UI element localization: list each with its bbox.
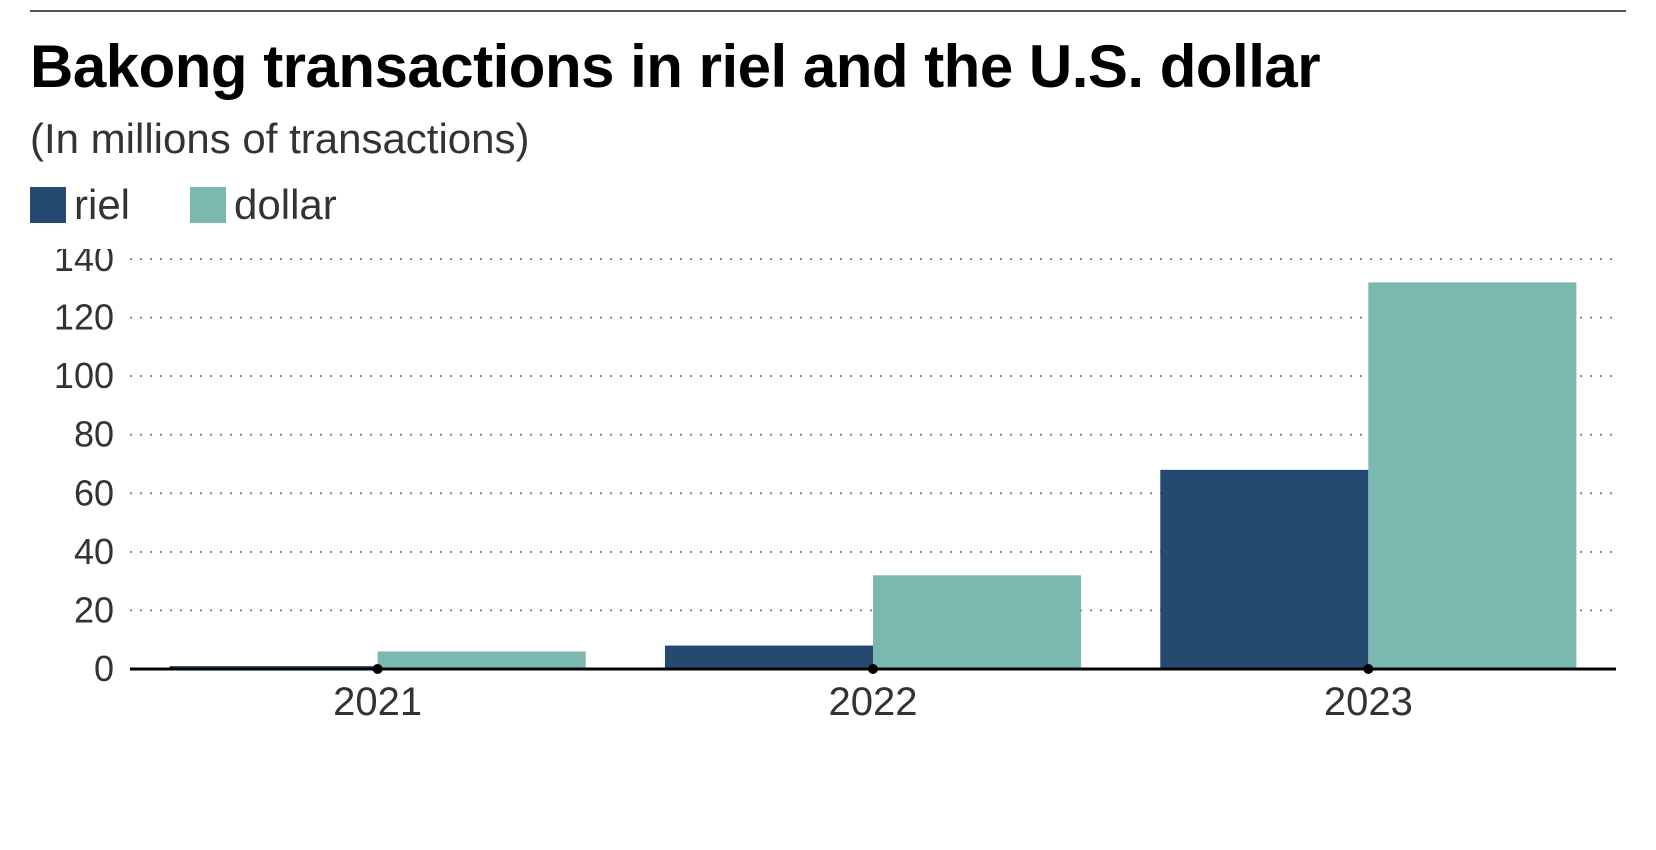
y-tick-label: 40	[74, 531, 114, 572]
y-tick-label: 120	[54, 297, 114, 338]
bar-riel-2022	[665, 646, 873, 669]
bar-dollar-2022	[873, 575, 1081, 669]
y-tick-label: 100	[54, 355, 114, 396]
bar-chart: 0 20 40 60 80 100 120 140 2021 2022 2023	[30, 249, 1626, 729]
top-rule	[30, 10, 1626, 12]
legend: riel dollar	[30, 181, 1626, 229]
legend-swatch-riel	[30, 187, 66, 223]
y-tick-label: 0	[94, 648, 114, 689]
x-tick-label: 2021	[333, 680, 422, 724]
x-tick-label: 2022	[829, 680, 918, 724]
chart-area: 0 20 40 60 80 100 120 140 2021 2022 2023	[30, 249, 1626, 729]
y-tick-label: 60	[74, 472, 114, 513]
x-tick-label: 2023	[1324, 680, 1413, 724]
y-tick-label: 140	[54, 249, 114, 279]
chart-container: Bakong transactions in riel and the U.S.…	[0, 10, 1656, 850]
bar-riel-2023	[1160, 470, 1368, 669]
chart-title: Bakong transactions in riel and the U.S.…	[30, 32, 1626, 101]
legend-label-dollar: dollar	[234, 181, 337, 229]
legend-item-riel: riel	[30, 181, 130, 229]
legend-item-dollar: dollar	[190, 181, 337, 229]
bar-dollar-2021	[378, 651, 586, 669]
bar-dollar-2023	[1368, 282, 1576, 669]
legend-swatch-dollar	[190, 187, 226, 223]
legend-label-riel: riel	[74, 181, 130, 229]
y-tick-label: 20	[74, 589, 114, 630]
y-tick-label: 80	[74, 414, 114, 455]
chart-subtitle: (In millions of transactions)	[30, 115, 1626, 163]
